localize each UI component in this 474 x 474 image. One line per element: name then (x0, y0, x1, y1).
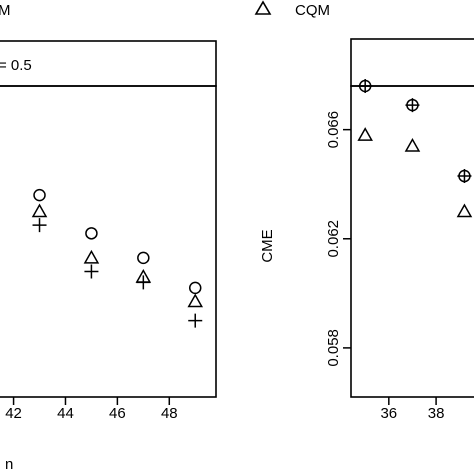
x-axis-label: n (5, 456, 13, 473)
data-points-left (31, 188, 204, 328)
data-point-plus (188, 313, 203, 328)
x-tick-label: 44 (57, 405, 74, 422)
strip-header-right (350, 38, 474, 87)
data-point-plus (136, 275, 151, 290)
data-point-triangle (456, 203, 473, 218)
right-panel: 0.058 0.062 0.066 36 38 CME (259, 38, 474, 422)
data-point-plus (457, 169, 472, 184)
strip-label-left: = 0.5 (0, 57, 32, 74)
data-point-triangle (83, 249, 100, 264)
x-tick-label: 38 (428, 405, 445, 422)
plot-frame-right (350, 85, 474, 398)
x-axis-right: 36 38 (380, 397, 444, 422)
x-tick-label: 48 (161, 405, 178, 422)
data-point-triangle (31, 203, 48, 218)
data-points-right (357, 79, 473, 218)
data-point-circle (33, 188, 46, 202)
strip-header-left (0, 40, 217, 87)
y-tick-label: 0.066 (325, 111, 342, 149)
data-point-plus (32, 218, 47, 233)
data-point-circle (137, 251, 150, 265)
left-panel: = 0.5 42 44 46 48 n (0, 40, 217, 473)
data-point-circle (85, 227, 98, 240)
data-point-plus (358, 79, 373, 93)
legend-fragment-label: M (0, 2, 11, 19)
y-axis-right: 0.058 0.062 0.066 (325, 111, 351, 367)
data-point-triangle (187, 293, 204, 308)
y-axis-label: CME (259, 229, 276, 262)
x-tick-label: 42 (5, 405, 22, 422)
legend-label: CQM (295, 2, 330, 19)
data-point-circle (188, 281, 202, 295)
legend-triangle-icon (254, 0, 272, 15)
x-tick-label: 46 (109, 405, 126, 422)
data-point-plus (405, 98, 420, 113)
y-tick-label: 0.062 (325, 220, 342, 258)
x-tick-label: 36 (380, 405, 397, 422)
legend-item-cqm: CQM (254, 0, 330, 19)
data-point-triangle (404, 137, 421, 152)
data-point-plus (84, 264, 99, 279)
plot-frame-left (0, 85, 217, 398)
y-tick-label: 0.058 (325, 329, 342, 367)
x-axis-left: 42 44 46 48 (5, 397, 178, 422)
data-point-triangle (357, 127, 373, 141)
